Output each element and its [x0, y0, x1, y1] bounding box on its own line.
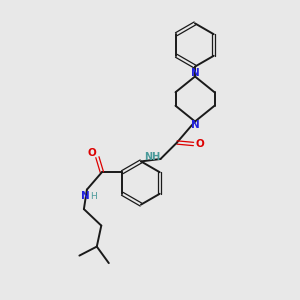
Text: H: H [90, 192, 97, 201]
Text: N: N [190, 68, 200, 78]
Text: NH: NH [144, 152, 160, 163]
Text: N: N [81, 191, 89, 201]
Text: O: O [196, 139, 205, 149]
Text: O: O [88, 148, 96, 158]
Text: N: N [190, 120, 200, 130]
